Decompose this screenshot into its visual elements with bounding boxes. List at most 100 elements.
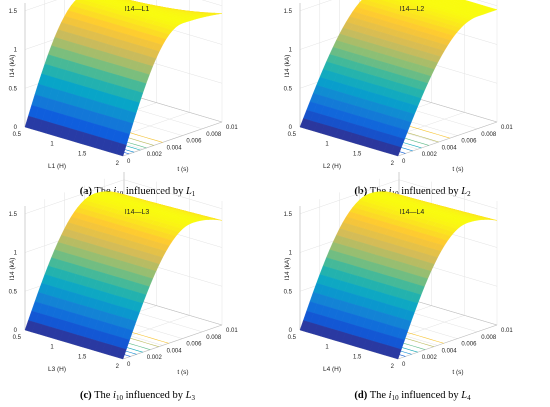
y-tick-label: 0.5 — [288, 335, 297, 341]
z-tick-label: 1 — [289, 48, 293, 54]
axis-line — [397, 121, 498, 157]
x-tick-label: 0.008 — [206, 132, 222, 138]
y-tick-label: 1.5 — [78, 151, 87, 157]
x-axis-label: t (s) — [452, 369, 463, 376]
surface-cell — [115, 142, 127, 157]
z-tick-label: 1 — [289, 251, 293, 257]
caption-symbol: i — [388, 186, 392, 197]
caption-symbol-sub: 10 — [115, 394, 123, 402]
x-tick-label: 0.002 — [422, 152, 438, 158]
x-tick-label: 0.004 — [167, 348, 183, 354]
y-tick-label: 2 — [116, 161, 120, 167]
axis-line — [122, 324, 223, 360]
surface-plot-d: 00.511.50.511.52 00.0020.0040.0060.0080.0… — [284, 172, 514, 376]
z-axis-label: I14 (kA) — [9, 258, 16, 281]
z-tick-label: 1.5 — [284, 212, 293, 218]
chart-title: I14—L1 — [125, 6, 150, 13]
axis-line — [397, 324, 498, 360]
grid-line — [201, 0, 223, 6]
surface-cell — [390, 347, 402, 360]
grid-line — [24, 179, 125, 214]
x-tick-label: 0.006 — [461, 139, 477, 145]
z-tick-label: 0.5 — [9, 86, 18, 92]
z-tick-label: 0.5 — [9, 289, 18, 295]
x-tick-label: 0.004 — [167, 145, 183, 151]
tick-labels: 00.511.50.511.52 00.0020.0040.0060.0080.0… — [284, 212, 514, 370]
y-tick-label: 0.5 — [13, 132, 22, 138]
x-tick-label: 0.01 — [226, 328, 238, 334]
grid-line — [299, 179, 400, 214]
x-tick-label: 0.006 — [461, 342, 477, 348]
y-axis-label: L1 (H) — [48, 163, 66, 170]
y-tick-label: 0.5 — [288, 132, 297, 138]
caption-var: L — [185, 390, 192, 401]
x-tick-label: 0 — [127, 362, 131, 368]
axis-line — [122, 121, 223, 157]
grid-line — [123, 179, 223, 209]
x-tick-label: 0.002 — [147, 152, 163, 158]
y-axis-label: L4 (H) — [323, 366, 341, 373]
z-axis-label: I14 (kA) — [284, 258, 291, 281]
caption-var-sub: 1 — [191, 190, 196, 198]
y-tick-label: 1.5 — [353, 151, 362, 157]
x-tick-label: 0.006 — [186, 139, 202, 145]
y-axis-label: L3 (H) — [48, 366, 66, 373]
y-tick-label: 1.5 — [353, 354, 362, 360]
y-tick-label: 2 — [116, 364, 120, 370]
y-tick-label: 0.5 — [13, 335, 22, 341]
panel-a: 0 0.5 1 1.5 0.5 1 1.5 2 0 0.002 0.004 0.006 0.008 0.0… — [0, 0, 275, 203]
z-tick-label: 1.5 — [9, 9, 18, 15]
surface-plot-c: 00.511.50.511.52 00.0020.0040.0060.0080.0… — [9, 172, 238, 376]
caption-letter: (a) — [79, 186, 92, 197]
z-tick-label: 0 — [14, 125, 18, 131]
caption-symbol-sub: 10 — [391, 394, 399, 402]
caption-mid: influenced by — [125, 186, 184, 197]
chart-title: I14—L3 — [125, 209, 150, 216]
y-tick-label: 2 — [391, 364, 395, 370]
caption-b: (b) The i10 influenced by L2 — [275, 186, 550, 198]
y-tick-label: 2 — [391, 161, 395, 167]
y-tick-label: 1 — [50, 142, 54, 148]
caption-symbol: i — [113, 186, 117, 197]
z-tick-label: 0 — [289, 125, 293, 131]
caption-var-sub: 4 — [467, 394, 471, 402]
x-tick-label: 0.01 — [226, 125, 238, 131]
surface — [24, 191, 223, 360]
grid-line — [24, 0, 58, 11]
caption-letter: (d) — [354, 390, 368, 401]
caption-letter: (b) — [354, 186, 368, 197]
surface-cell — [115, 347, 127, 360]
z-tick-label: 0 — [289, 328, 293, 334]
tick-labels: 00.511.50.511.52 00.0020.0040.0060.0080.0… — [9, 9, 239, 167]
y-tick-label: 1 — [325, 142, 329, 148]
y-tick-label: 1 — [325, 345, 329, 351]
x-tick-label: 0.004 — [442, 145, 458, 151]
x-axis-label: t (s) — [452, 166, 463, 173]
surface-cell — [390, 145, 402, 157]
caption-var: L — [461, 390, 468, 401]
surface-plot-b: 00.511.50.511.52 00.0020.0040.0060.0080.0… — [284, 0, 514, 173]
surface — [24, 0, 223, 157]
caption-prefix: The — [94, 390, 111, 401]
caption-letter: (c) — [80, 390, 92, 401]
grid-line — [476, 0, 498, 6]
panel-d: 0 0.5 1 1.5 0.5 1 1.5 2 0 0.002 0.004 0.006 0.008 0.0… — [275, 172, 550, 406]
x-tick-label: 0.006 — [186, 342, 202, 348]
caption-mid: influenced by — [401, 186, 459, 197]
z-axis-label: I14 (kA) — [284, 55, 291, 78]
surface — [299, 0, 498, 157]
z-tick-label: 1.5 — [284, 9, 293, 15]
z-tick-label: 1 — [14, 251, 18, 257]
x-tick-label: 0.002 — [147, 355, 163, 361]
x-tick-label: 0.01 — [501, 328, 513, 334]
z-axis-label: I14 (kA) — [9, 55, 16, 78]
x-tick-label: 0 — [402, 362, 406, 368]
grid-line — [398, 179, 498, 209]
caption-prefix: The — [369, 186, 387, 197]
caption-symbol: i — [388, 390, 392, 401]
caption-a: (a) The i10 influenced by L1 — [0, 186, 275, 198]
x-tick-label: 0.01 — [501, 125, 513, 131]
tick-labels: 00.511.50.511.52 00.0020.0040.0060.0080.0… — [284, 9, 514, 167]
caption-var-sub: 3 — [191, 394, 196, 402]
